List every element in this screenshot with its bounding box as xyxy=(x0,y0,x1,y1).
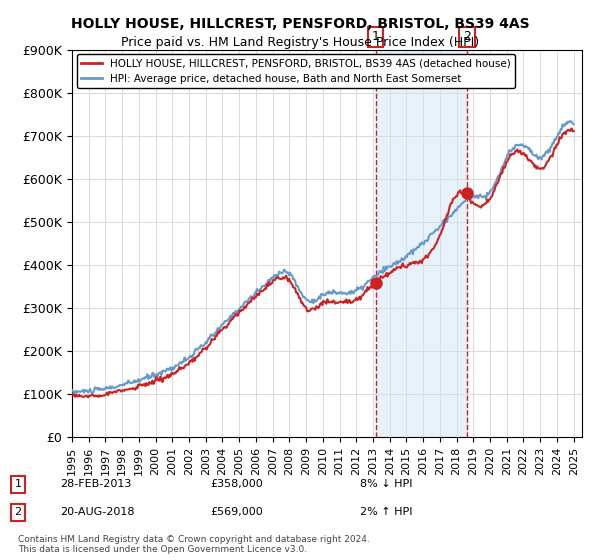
Text: 28-FEB-2013: 28-FEB-2013 xyxy=(60,479,131,489)
Text: 2: 2 xyxy=(463,30,471,44)
Text: 2: 2 xyxy=(14,507,22,517)
Text: £569,000: £569,000 xyxy=(210,507,263,517)
Text: 1: 1 xyxy=(14,479,22,489)
Text: 1: 1 xyxy=(372,30,380,44)
Text: 20-AUG-2018: 20-AUG-2018 xyxy=(60,507,134,517)
Text: £358,000: £358,000 xyxy=(210,479,263,489)
Text: This data is licensed under the Open Government Licence v3.0.: This data is licensed under the Open Gov… xyxy=(18,545,307,554)
Text: Contains HM Land Registry data © Crown copyright and database right 2024.: Contains HM Land Registry data © Crown c… xyxy=(18,535,370,544)
Bar xyxy=(376,50,467,437)
Text: HOLLY HOUSE, HILLCREST, PENSFORD, BRISTOL, BS39 4AS: HOLLY HOUSE, HILLCREST, PENSFORD, BRISTO… xyxy=(71,17,529,31)
Text: 2% ↑ HPI: 2% ↑ HPI xyxy=(360,507,413,517)
Text: Price paid vs. HM Land Registry's House Price Index (HPI): Price paid vs. HM Land Registry's House … xyxy=(121,36,479,49)
Legend: HOLLY HOUSE, HILLCREST, PENSFORD, BRISTOL, BS39 4AS (detached house), HPI: Avera: HOLLY HOUSE, HILLCREST, PENSFORD, BRISTO… xyxy=(77,54,515,88)
Text: 8% ↓ HPI: 8% ↓ HPI xyxy=(360,479,413,489)
